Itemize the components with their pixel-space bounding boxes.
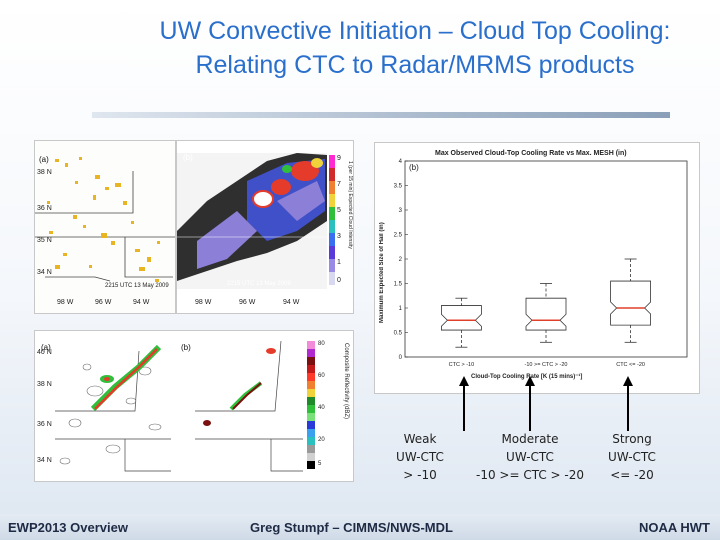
colorbar-tick: 3 [337, 233, 341, 240]
x-tick-label: CTC > -10 [449, 362, 475, 368]
colorbar-tick: 20 [318, 437, 325, 443]
ctc-intensity-graphic [177, 153, 335, 289]
hot-cells [252, 158, 323, 208]
lat-label: 38 N [37, 381, 52, 388]
arrow-strong [627, 385, 629, 431]
panel-label: (b) [409, 163, 419, 172]
slide-title: UW Convective Initiation – Cloud Top Coo… [110, 14, 720, 82]
y-tick-label: 2.5 [394, 233, 403, 239]
ctc-pixels [47, 157, 160, 282]
lon-label: 96 W [239, 299, 256, 306]
x-tick-label: -10 >= CTC > -20 [525, 362, 568, 368]
arrow-moderate [529, 385, 531, 431]
storm-line-left [90, 344, 162, 412]
lon-label: 94 W [283, 299, 300, 306]
panel-label: (a) [41, 343, 51, 352]
storm-line-right [203, 348, 276, 426]
lat-label: 34 N [37, 457, 52, 464]
colorbar [307, 341, 315, 469]
panel-label: (a) [39, 155, 49, 164]
colorbar-tick: 0 [337, 277, 341, 284]
panel-label: (b) [181, 343, 191, 352]
y-tick-label: 1 [399, 306, 403, 312]
footer-org: NOAA HWT [638, 520, 710, 535]
ctc-map-graphic [35, 157, 175, 282]
arrow-weak [463, 385, 465, 431]
lat-label: 40 N [37, 349, 52, 356]
map-timestamp: 2215 UTC 13 May 2009 [227, 281, 291, 287]
state-border [45, 276, 111, 282]
colorbar-label: Composite Reflectivity (dBZ) [343, 343, 349, 420]
caption-strong: Strong UW-CTC <= -20 [608, 432, 656, 482]
arrow-weak-head [459, 376, 469, 386]
y-tick-label: 4 [399, 159, 403, 165]
colorbar-tick: 80 [318, 341, 325, 347]
lat-label: 36 N [37, 205, 52, 212]
lat-label: 35 N [37, 237, 52, 244]
footer-presenter: Greg Stumpf – CIMMS/NWS-MDL [250, 520, 453, 535]
lat-label: 38 N [37, 169, 52, 176]
box-body [610, 280, 652, 326]
colorbar-tick: 7 [337, 181, 341, 188]
boxplot-title: Max Observed Cloud-Top Cooling Rate vs M… [435, 150, 627, 157]
y-tick-label: 0 [399, 355, 403, 361]
footer-event: EWP2013 Overview [8, 520, 128, 535]
y-tick-label: 0.5 [394, 331, 403, 337]
lat-label: 34 N [37, 269, 52, 276]
arrow-moderate-head [525, 376, 535, 386]
caption-moderate: Moderate UW-CTC -10 >= CTC > -20 [475, 432, 584, 482]
x-tick-label: CTC <= -20 [616, 362, 645, 368]
panel-label: (b) [183, 153, 193, 162]
colorbar-tick: 5 [318, 461, 322, 467]
slide-title-line2: Relating CTC to Radar/MRMS products [195, 51, 635, 79]
cooling-region-light [197, 181, 325, 269]
state-border [35, 171, 134, 214]
colorbar-label: 1 (per 15 min) Expected Cloud Intensity [347, 161, 353, 249]
colorbar-tick: 60 [318, 373, 325, 379]
lon-label: 94 W [133, 299, 150, 306]
colorbar-tick: 5 [337, 207, 341, 214]
title-rule [92, 112, 670, 118]
boxplot-graphic: 4 3.5 3 2.5 2 1.5 1 0.5 0 CTC > -10 -10 >= CTC > -… [394, 159, 688, 368]
lon-label: 96 W [95, 299, 112, 306]
footer-bar [0, 514, 720, 540]
ctc-intensity-map-panel: (b) 9 7 5 3 1 0 1 (per 15 min) Expected … [176, 140, 354, 314]
map-timestamp: 2215 UTC 13 May 2009 [105, 283, 169, 289]
y-tick-label: 3.5 [394, 184, 403, 190]
slide-title-line1: UW Convective Initiation – Cloud Top Coo… [159, 17, 671, 45]
y-axis-label: Maximum Expected Size of Hail (in) [379, 222, 385, 324]
caption-weak: Weak UW-CTC > -10 [396, 432, 444, 482]
y-tick-label: 2 [399, 257, 403, 263]
colorbar-tick: 9 [337, 155, 341, 162]
y-tick-label: 1.5 [394, 282, 403, 288]
colorbar-tick: 40 [318, 405, 325, 411]
y-tick-label: 3 [399, 208, 403, 214]
arrow-strong-head [623, 376, 633, 386]
lat-label: 36 N [37, 421, 52, 428]
box-body [441, 305, 482, 331]
colorbar [329, 155, 335, 285]
contours [59, 363, 162, 465]
lon-label: 98 W [195, 299, 212, 306]
ctc-map-panel: (a) 38 N 36 N 35 N 34 N 2215 UTC 13 May … [34, 140, 176, 314]
lon-label: 98 W [57, 299, 74, 306]
colorbar-tick: 1 [337, 259, 341, 266]
reflectivity-map-panel: (a) (b) 40 N 38 N 36 N 34 N 80 60 40 20 … [34, 330, 354, 482]
state-border [124, 237, 173, 278]
reflectivity-graphic [35, 331, 353, 481]
boxplot-panel: 4 3.5 3 2.5 2 1.5 1 0.5 0 CTC > -10 -10 >= CTC > -… [374, 142, 700, 394]
box-body [525, 297, 567, 331]
